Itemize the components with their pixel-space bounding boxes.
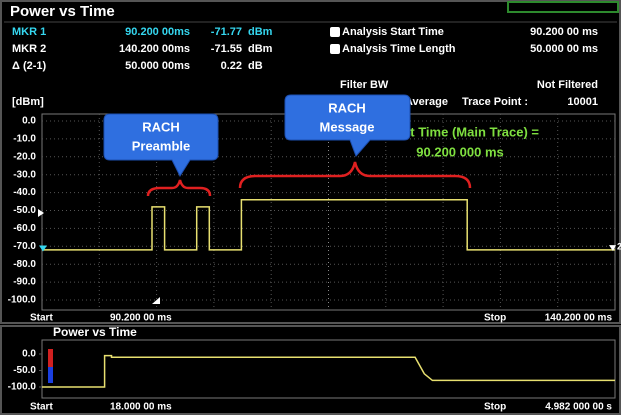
x-axis-label: 140.200 00 ms: [545, 313, 613, 324]
trace: [42, 199, 615, 251]
y-tick-label: -30.0: [13, 169, 36, 180]
marker-name: Δ (2-1): [12, 60, 47, 72]
callout-text: Message: [320, 119, 375, 134]
y-tick-label: -20.0: [13, 151, 36, 162]
annotation: 90.200 000 ms: [416, 144, 503, 159]
y-tick-label: -50.0: [13, 205, 36, 216]
y-tick-label: 0.0: [22, 349, 36, 360]
marker: [609, 245, 616, 252]
callout-text: Preamble: [132, 138, 191, 153]
callout-text: RACH: [142, 119, 180, 134]
annotation: art Time (Main Trace) =: [398, 124, 539, 139]
setting-value: 50.000 00 ms: [530, 43, 598, 55]
reference-marker: [38, 209, 44, 217]
marker-label: 2: [617, 241, 621, 251]
setting-value: 90.200 00 ms: [530, 26, 598, 38]
trace-point-label: Trace Point :: [462, 96, 528, 108]
setting-value: Not Filtered: [537, 79, 598, 91]
plots: 0.0 -10.0 -20.0 -30.0 -40.0 -50.0 -60.0 -70.0 -8…: [8, 113, 621, 413]
x-axis-label: 4.982 000 00 s: [545, 402, 612, 413]
screen-title: Power vs Time: [10, 3, 115, 20]
y-tick-label: -10.0: [13, 134, 36, 145]
marker-value: -71.77: [211, 26, 242, 38]
callout: [284, 94, 411, 157]
y-tick-label: -90.0: [13, 277, 36, 288]
marker-unit: dBm: [248, 43, 273, 55]
x-axis-label: 90.200 00 ms: [110, 313, 172, 324]
x-axis-label: Stop: [484, 402, 506, 413]
setting-label: Filter BW: [340, 79, 389, 91]
callout-text: RACH: [328, 100, 366, 115]
x-axis-label: Start: [30, 402, 53, 413]
plot-frame: [41, 339, 616, 399]
marker-unit: dBm: [248, 26, 273, 38]
marker-value: -71.55: [211, 43, 242, 55]
marker-time: 50.000 00ms: [125, 60, 190, 72]
marker-time: 140.200 00ms: [119, 43, 190, 55]
start-marker: [152, 297, 160, 304]
range-indicator: [48, 367, 53, 383]
sub-title: Power vs Time: [53, 325, 137, 339]
m-icon: [330, 27, 340, 37]
sub-frame: [0, 325, 621, 415]
marker-unit: dB: [248, 60, 263, 72]
y-tick-label: -100.0: [8, 295, 37, 306]
x-axis-label: 18.000 00 ms: [110, 402, 172, 413]
y-tick-label: -60.0: [13, 223, 36, 234]
brace: [238, 161, 472, 189]
trace-point: 10001: [567, 96, 598, 108]
detector: Average: [405, 96, 448, 108]
y-tick-label: -70.0: [13, 241, 36, 252]
setting-label: Analysis Time Length: [342, 43, 456, 55]
marker-name: MKR 2: [12, 43, 46, 55]
y-tick-label: -100.0: [8, 382, 37, 393]
marker: [39, 245, 47, 252]
marker-value: 0.22: [221, 60, 242, 72]
brace: [146, 179, 212, 197]
x-axis-label: Start: [30, 313, 53, 324]
y-tick-label: -40.0: [13, 187, 36, 198]
x-axis-label: Stop: [484, 313, 506, 324]
m-icon: [330, 44, 340, 54]
callout: [103, 113, 219, 178]
marker-name: MKR 1: [12, 26, 46, 38]
main-frame: [0, 0, 621, 324]
range-indicator: [48, 349, 53, 367]
y-tick-label: 0.0: [22, 116, 36, 127]
marker-time: 90.200 00ms: [125, 26, 190, 38]
y-unit: [dBm]: [12, 96, 44, 108]
title-bar-accent: [507, 1, 619, 13]
trace: [42, 354, 615, 388]
setting-label: Analysis Start Time: [342, 26, 444, 38]
y-tick-label: -50.0: [13, 365, 36, 376]
y-tick-label: -80.0: [13, 259, 36, 270]
